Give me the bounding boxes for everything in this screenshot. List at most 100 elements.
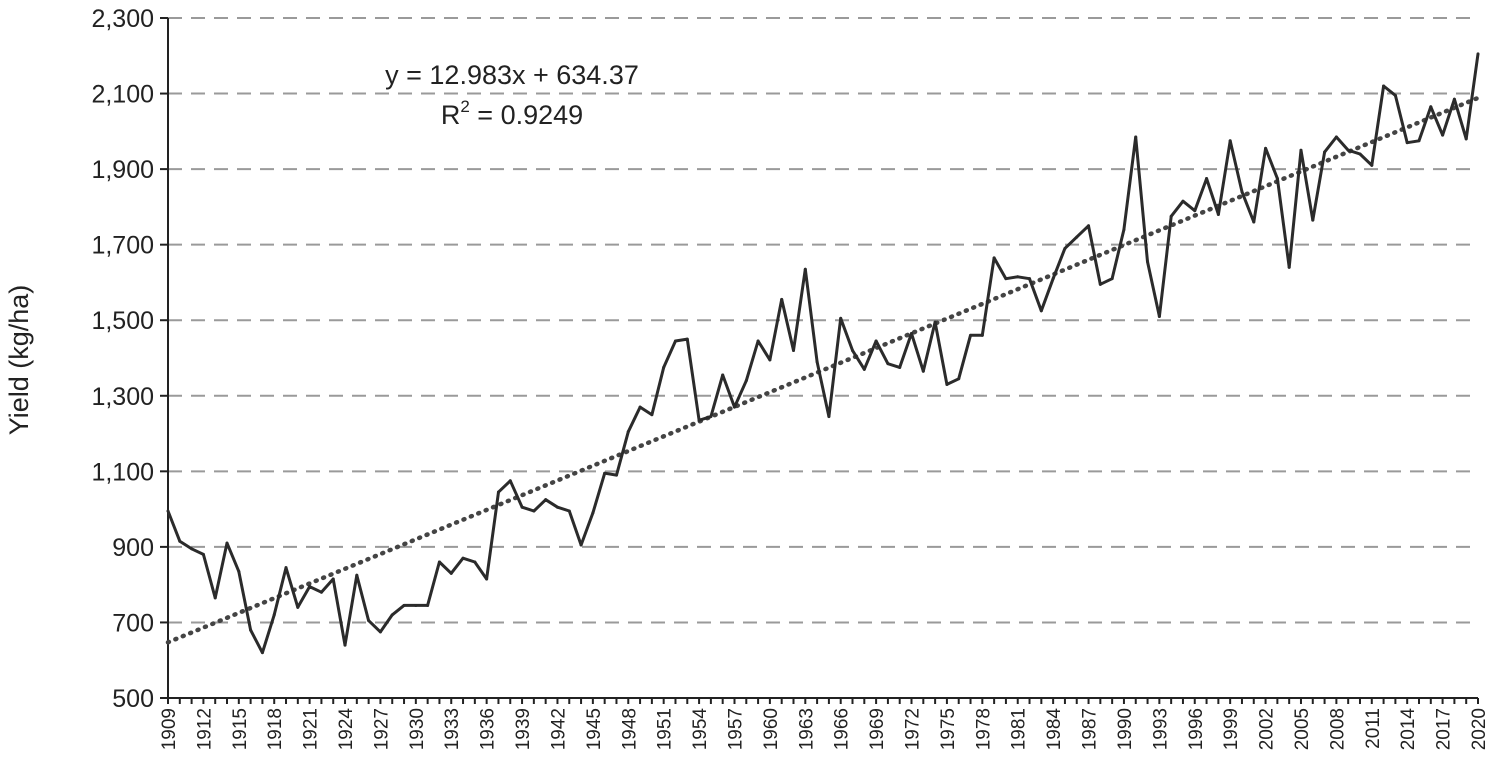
data-point <box>201 552 205 556</box>
r-squared-superscript: 2 <box>460 97 469 116</box>
data-point <box>190 547 194 551</box>
data-point <box>520 505 524 509</box>
x-tick-label: 1909 <box>159 708 180 750</box>
x-tick-label: 1963 <box>796 708 817 750</box>
data-point <box>910 331 914 335</box>
data-point <box>496 490 500 494</box>
data-point <box>437 560 441 564</box>
x-tick-labels: 1909 1912 1915 1918 1921 1924 1927 1930 1933 1936… <box>159 708 1490 751</box>
data-point <box>591 511 595 515</box>
x-tick-label: 1960 <box>761 708 782 750</box>
trendline <box>165 95 1481 645</box>
axes <box>160 17 1479 704</box>
data-point <box>544 498 548 502</box>
data-point <box>508 479 512 483</box>
x-tick-label: 1939 <box>513 708 534 750</box>
data-point <box>426 603 430 607</box>
data-point <box>803 267 807 271</box>
series-layer <box>166 52 1480 655</box>
x-tick-label: 1969 <box>867 708 888 750</box>
data-point <box>1441 133 1445 137</box>
x-tick-label: 1972 <box>903 708 924 750</box>
data-point <box>1429 105 1433 109</box>
y-tick-labels: 500 700 900 1,100 1,300 1,500 1,700 1,900 2,100 2… <box>91 5 154 713</box>
data-point <box>485 577 489 581</box>
x-tick-label: 1999 <box>1221 708 1242 750</box>
gridlines <box>168 17 1478 624</box>
data-point <box>697 418 701 422</box>
x-tick-label: 1954 <box>690 708 711 751</box>
x-tick-label: 1996 <box>1186 708 1207 750</box>
data-point <box>685 337 689 341</box>
data-point <box>1075 235 1079 239</box>
x-tick-label: 1945 <box>584 708 605 750</box>
y-tick-label: 1,900 <box>91 156 154 184</box>
data-point <box>1382 84 1386 88</box>
data-point <box>886 362 890 366</box>
data-point <box>1063 246 1067 250</box>
data-point <box>1228 139 1232 143</box>
x-tick-label: 1942 <box>548 708 569 750</box>
x-tick-label: 1975 <box>938 708 959 750</box>
data-point <box>1264 146 1268 150</box>
data-point <box>721 373 725 377</box>
data-point <box>1193 209 1197 213</box>
data-point <box>827 415 831 419</box>
trendline-layer <box>165 95 1481 645</box>
y-tick-label: 500 <box>112 685 154 713</box>
data-point <box>791 348 795 352</box>
data-point <box>1452 97 1456 101</box>
y-tick-label: 2,300 <box>91 5 154 33</box>
data-point <box>650 413 654 417</box>
data-point <box>1181 199 1185 203</box>
data-point <box>378 630 382 634</box>
data-point <box>343 643 347 647</box>
data-point <box>319 590 323 594</box>
data-point <box>532 509 536 513</box>
data-point <box>945 382 949 386</box>
data-point <box>756 339 760 343</box>
x-tick-label: 1981 <box>1009 708 1030 750</box>
data-point <box>1110 277 1114 281</box>
data-point <box>921 369 925 373</box>
x-tick-label: 1984 <box>1044 708 1065 751</box>
data-point <box>768 358 772 362</box>
x-tick-label: 2014 <box>1398 708 1419 751</box>
data-point <box>1240 190 1244 194</box>
data-point <box>933 320 937 324</box>
r-squared-value: = 0.9249 <box>470 100 583 130</box>
x-tick-label: 1918 <box>265 708 286 750</box>
data-point <box>1051 277 1055 281</box>
y-tick-label: 1,500 <box>91 307 154 335</box>
x-tick-label: 1927 <box>371 708 392 750</box>
data-point <box>626 430 630 434</box>
x-tick-label: 1930 <box>407 708 428 750</box>
data-point <box>980 333 984 337</box>
trendline-r-squared: R2 = 0.9249 <box>441 97 583 130</box>
series-line <box>166 53 1480 655</box>
data-point <box>1405 141 1409 145</box>
data-point <box>473 560 477 564</box>
data-point <box>815 360 819 364</box>
trendline-equation: y = 12.983x + 634.37 <box>385 60 639 90</box>
data-point <box>874 339 878 343</box>
data-point <box>969 333 973 337</box>
r-squared-prefix: R <box>441 100 461 130</box>
data-point <box>449 571 453 575</box>
data-point <box>1464 137 1468 141</box>
data-point <box>1370 163 1374 167</box>
data-point <box>603 471 607 475</box>
data-point <box>213 596 217 600</box>
data-point <box>1028 277 1032 281</box>
data-point <box>461 556 465 560</box>
x-tick-label: 1912 <box>194 708 215 750</box>
data-point <box>166 509 170 513</box>
data-point <box>1346 148 1350 152</box>
data-point <box>308 585 312 589</box>
data-point <box>1323 150 1327 154</box>
data-point <box>284 566 288 570</box>
y-tick-label: 700 <box>112 609 154 637</box>
data-point <box>780 297 784 301</box>
data-point <box>839 316 843 320</box>
